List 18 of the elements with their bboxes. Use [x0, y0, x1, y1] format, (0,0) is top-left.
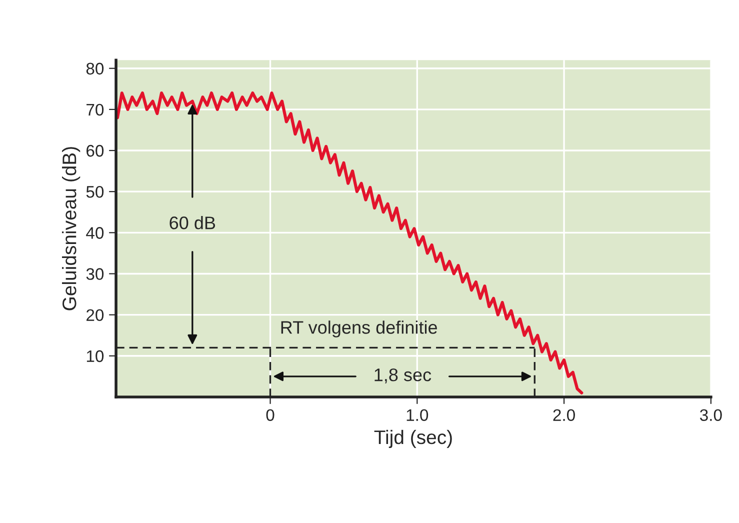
- y-tick-label: 10: [86, 350, 104, 362]
- y-tick-label: 70: [86, 104, 104, 116]
- x-axis-title: Tijd (sec): [374, 430, 452, 448]
- y-axis-title: Geluidsniveau (dB): [62, 147, 80, 310]
- line-series: [116, 91, 584, 394]
- annotation: 60 dB: [170, 216, 216, 230]
- x-tick-label: 3.0: [700, 409, 722, 422]
- x-tick-label: 2.0: [553, 409, 575, 422]
- y-tick-label: 30: [86, 268, 104, 280]
- y-tick-label: 80: [86, 62, 104, 75]
- ref-line-label: RT volgens definitie: [281, 320, 437, 338]
- x-tick-label: 0: [266, 409, 274, 422]
- annotation: 1,8 sec: [374, 368, 432, 384]
- y-tick-label: 20: [86, 309, 104, 322]
- y-tick-label: 60: [86, 144, 104, 157]
- y-tick-label: 40: [86, 227, 104, 239]
- x-tick-label: 1.0: [406, 409, 428, 422]
- y-tick-label: 50: [86, 186, 104, 198]
